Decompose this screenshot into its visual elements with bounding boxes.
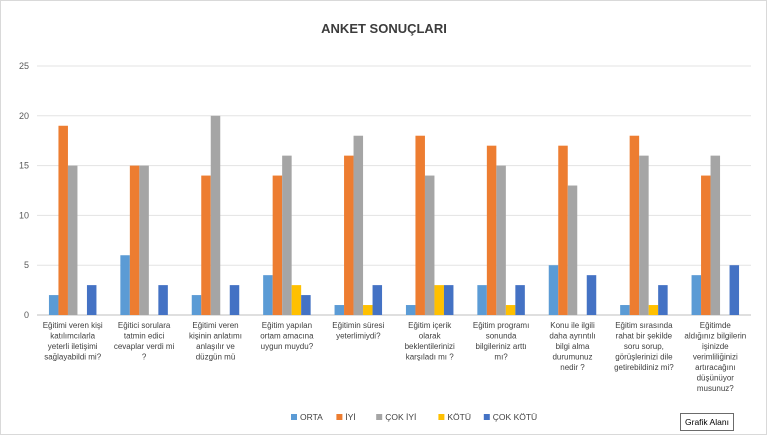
bar-çok-i̇yi̇[interactable] <box>353 135 364 315</box>
bar-çok-kötü[interactable] <box>515 285 525 315</box>
legend-swatch <box>483 414 490 420</box>
bar-çok-kötü[interactable] <box>158 285 168 315</box>
bar-çok-kötü[interactable] <box>443 285 454 315</box>
bar-orta[interactable] <box>405 305 416 315</box>
bar-orta[interactable] <box>334 305 345 315</box>
bar-orta[interactable] <box>620 305 630 315</box>
y-tick-label: 10 <box>19 210 29 220</box>
bar-çok-kötü[interactable] <box>372 285 383 315</box>
bar-orta[interactable] <box>691 275 702 315</box>
legend-label: ORTA <box>300 412 323 422</box>
bar-i̇yi̇[interactable] <box>415 135 425 315</box>
legend-label: ÇOK İYİ <box>385 412 416 422</box>
y-tick-label: 20 <box>19 111 29 121</box>
bar-kötü[interactable] <box>505 305 516 315</box>
x-category-label: Eğitim içerik olarak beklentilerinizi karşı… <box>405 321 455 362</box>
bar-çok-kötü[interactable] <box>586 275 597 315</box>
bar-orta[interactable] <box>263 275 273 315</box>
x-category-label: Eğitici sorulara tatmin edici cevaplar ver… <box>114 321 175 362</box>
bar-kötü[interactable] <box>363 305 373 315</box>
bar-kötü[interactable] <box>648 305 659 315</box>
bar-orta[interactable] <box>48 295 59 315</box>
x-category-label: Eğitimi veren kişinin anlatımı anlaşılır v… <box>189 321 242 362</box>
bar-i̇yi̇[interactable] <box>344 155 354 315</box>
chart-title: ANKET SONUÇLARI <box>321 21 447 36</box>
chart-area-tooltip: Grafik Alanı <box>680 413 734 431</box>
bar-i̇yi̇[interactable] <box>629 135 640 315</box>
bar-çok-kötü[interactable] <box>86 285 97 315</box>
legend-label: KÖTÜ <box>447 412 471 422</box>
x-category-label: Eğitimin süresi yeterlimiydi? <box>332 321 384 341</box>
x-category-label: Eğitimde aldığınız bilgilerin işinizde veri… <box>684 321 746 393</box>
bar-orta[interactable] <box>477 285 487 315</box>
x-category-label: Eğitimi veren kişi katılımcılarla yeterli … <box>43 321 103 362</box>
x-category-label: Eğitim yapılan ortam amacına uygun muydu? <box>260 321 314 351</box>
bar-i̇yi̇[interactable] <box>129 165 140 315</box>
bar-çok-i̇yi̇[interactable] <box>496 165 506 315</box>
bar-i̇yi̇[interactable] <box>701 175 711 315</box>
bar-çok-i̇yi̇[interactable] <box>567 185 578 315</box>
legend-swatch <box>438 414 445 420</box>
x-category-label: Eğitim programı sonunda bilgileriniz arttı… <box>473 321 529 362</box>
legend-label: İYİ <box>345 412 355 422</box>
x-category-label: Konu ile ilgili daha ayrıntılı bilgi alma d… <box>549 321 595 372</box>
bar-çok-i̇yi̇[interactable] <box>639 155 649 315</box>
bar-çok-i̇yi̇[interactable] <box>424 175 435 315</box>
bar-i̇yi̇[interactable] <box>486 145 497 315</box>
x-category-label: Eğitim sırasında rahat bir şekilde soru so… <box>614 321 674 372</box>
y-tick-label: 15 <box>19 161 29 171</box>
bar-çok-i̇yi̇[interactable] <box>139 165 149 315</box>
bar-çok-kötü[interactable] <box>658 285 668 315</box>
bar-çok-i̇yi̇[interactable] <box>282 155 292 315</box>
y-tick-label: 0 <box>24 310 29 320</box>
bar-kötü[interactable] <box>291 285 302 315</box>
bar-i̇yi̇[interactable] <box>272 175 283 315</box>
legend-swatch <box>336 414 343 420</box>
bar-çok-kötü[interactable] <box>729 265 740 315</box>
bar-i̇yi̇[interactable] <box>58 125 68 315</box>
bar-orta[interactable] <box>191 295 202 315</box>
bar-orta[interactable] <box>120 255 130 315</box>
legend-swatch <box>291 414 297 420</box>
bar-orta[interactable] <box>548 265 559 315</box>
bar-i̇yi̇[interactable] <box>558 145 568 315</box>
y-tick-label: 25 <box>19 61 29 71</box>
bar-çok-kötü[interactable] <box>229 285 240 315</box>
bar-çok-i̇yi̇[interactable] <box>210 115 221 315</box>
bar-çok-kötü[interactable] <box>301 295 311 315</box>
legend-swatch <box>376 414 383 420</box>
bar-çok-i̇yi̇[interactable] <box>67 165 78 315</box>
legend-label: ÇOK KÖTÜ <box>493 412 537 422</box>
y-tick-label: 5 <box>24 260 29 270</box>
bar-çok-i̇yi̇[interactable] <box>710 155 721 315</box>
bar-i̇yi̇[interactable] <box>201 175 211 315</box>
bar-kötü[interactable] <box>434 285 444 315</box>
